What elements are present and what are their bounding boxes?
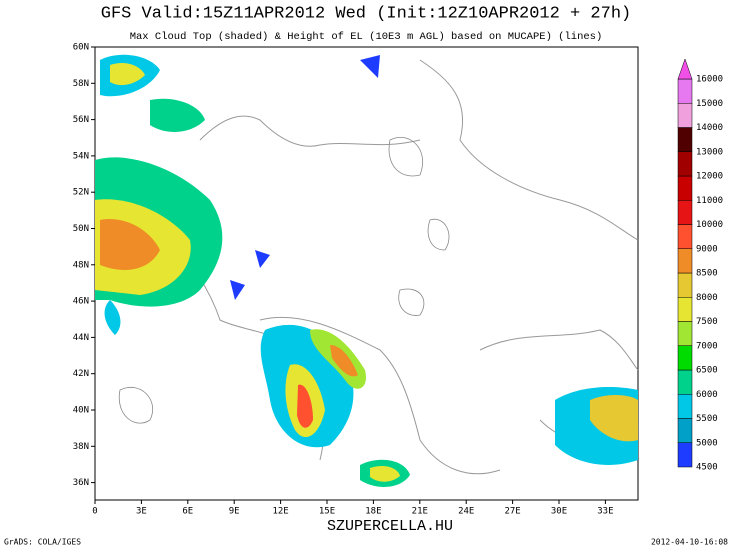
lon-label: 18E: [365, 507, 381, 517]
colorbar-segment: [677, 151, 693, 177]
colorbar-label: 5000: [696, 438, 718, 448]
lat-label: 48N: [73, 260, 89, 270]
colorbar-label: 7500: [696, 317, 718, 327]
colorbar-segment: [677, 345, 693, 371]
axis-labels: 60N 58N 56N 54N 52N 50N 48N 46N 44N 42N 40N 38N 36N 0…: [73, 43, 614, 517]
el-height-lines: [118, 137, 450, 424]
colorbar-label: 8500: [696, 269, 718, 279]
colorbar-label: 12000: [696, 172, 723, 182]
colorbar-label: 11000: [696, 196, 723, 206]
lon-label: 27E: [504, 507, 520, 517]
lon-label: 24E: [458, 507, 474, 517]
lat-label: 56N: [73, 115, 89, 125]
lat-label: 40N: [73, 406, 89, 416]
colorbar-label: 5500: [696, 414, 718, 424]
footer-right: 2012-04-10-16:08: [651, 538, 728, 547]
lon-label: 6E: [182, 507, 193, 517]
lat-label: 46N: [73, 297, 89, 307]
colorbar-segment: [677, 321, 693, 346]
colorbar-label: 15000: [696, 99, 723, 109]
colorbar-label: 13000: [696, 147, 723, 157]
colorbar-segment: [677, 272, 693, 298]
lon-label: 33E: [597, 507, 613, 517]
colorbar-segment: [677, 103, 693, 128]
colorbar-segment: [677, 369, 693, 395]
subtitle: Max Cloud Top (shaded) & Height of EL (1…: [130, 31, 603, 43]
colorbar-segment: [677, 175, 693, 201]
footer-left: GrADS: COLA/IGES: [4, 538, 81, 547]
lon-label: 21E: [412, 507, 428, 517]
colorbar-label: 8000: [696, 293, 718, 303]
lat-label: 54N: [73, 151, 89, 161]
lon-label: 12E: [272, 507, 288, 517]
colorbar-label: 7000: [696, 341, 718, 351]
lon-label: 0: [92, 507, 97, 517]
colorbar-segment: [677, 297, 693, 322]
colorbar-label: 16000: [696, 75, 723, 85]
lat-label: 58N: [73, 79, 89, 89]
lon-label: 3E: [136, 507, 147, 517]
lat-label: 60N: [73, 43, 89, 53]
colorbar-label: 6000: [696, 390, 718, 400]
map-area: [94, 46, 639, 501]
colorbar-extension: [677, 58, 693, 80]
colorbar-segment: [677, 418, 693, 443]
watermark: SZUPERCELLA.HU: [327, 518, 453, 535]
colorbar-segment: [677, 248, 693, 274]
lon-label: 15E: [319, 507, 335, 517]
cloud-shading: [95, 54, 638, 487]
colorbar-label: 9000: [696, 244, 718, 254]
colorbar-label: 10000: [696, 220, 723, 230]
colorbar-segment: [677, 127, 693, 152]
lat-label: 42N: [73, 369, 89, 379]
lon-label: 30E: [551, 507, 567, 517]
colorbar-label: 14000: [696, 123, 723, 133]
lat-label: 36N: [73, 478, 89, 488]
lat-label: 52N: [73, 188, 89, 198]
colorbar: 4500 5000 5500 6000 6500 7000 7500 8000 8500 9000…: [677, 58, 723, 473]
colorbar-segment: [677, 78, 693, 104]
lat-label: 44N: [73, 333, 89, 343]
colorbar-label: 4500: [696, 463, 718, 473]
colorbar-segment: [677, 442, 693, 468]
colorbar-segment: [677, 224, 693, 249]
colorbar-label: 6500: [696, 366, 718, 376]
lat-label: 38N: [73, 442, 89, 452]
title: GFS Valid:15Z11APR2012 Wed (Init:12Z10AP…: [101, 4, 632, 23]
lat-label: 50N: [73, 224, 89, 234]
lon-label: 9E: [229, 507, 240, 517]
colorbar-segment: [677, 394, 693, 419]
colorbar-segment: [677, 200, 693, 225]
